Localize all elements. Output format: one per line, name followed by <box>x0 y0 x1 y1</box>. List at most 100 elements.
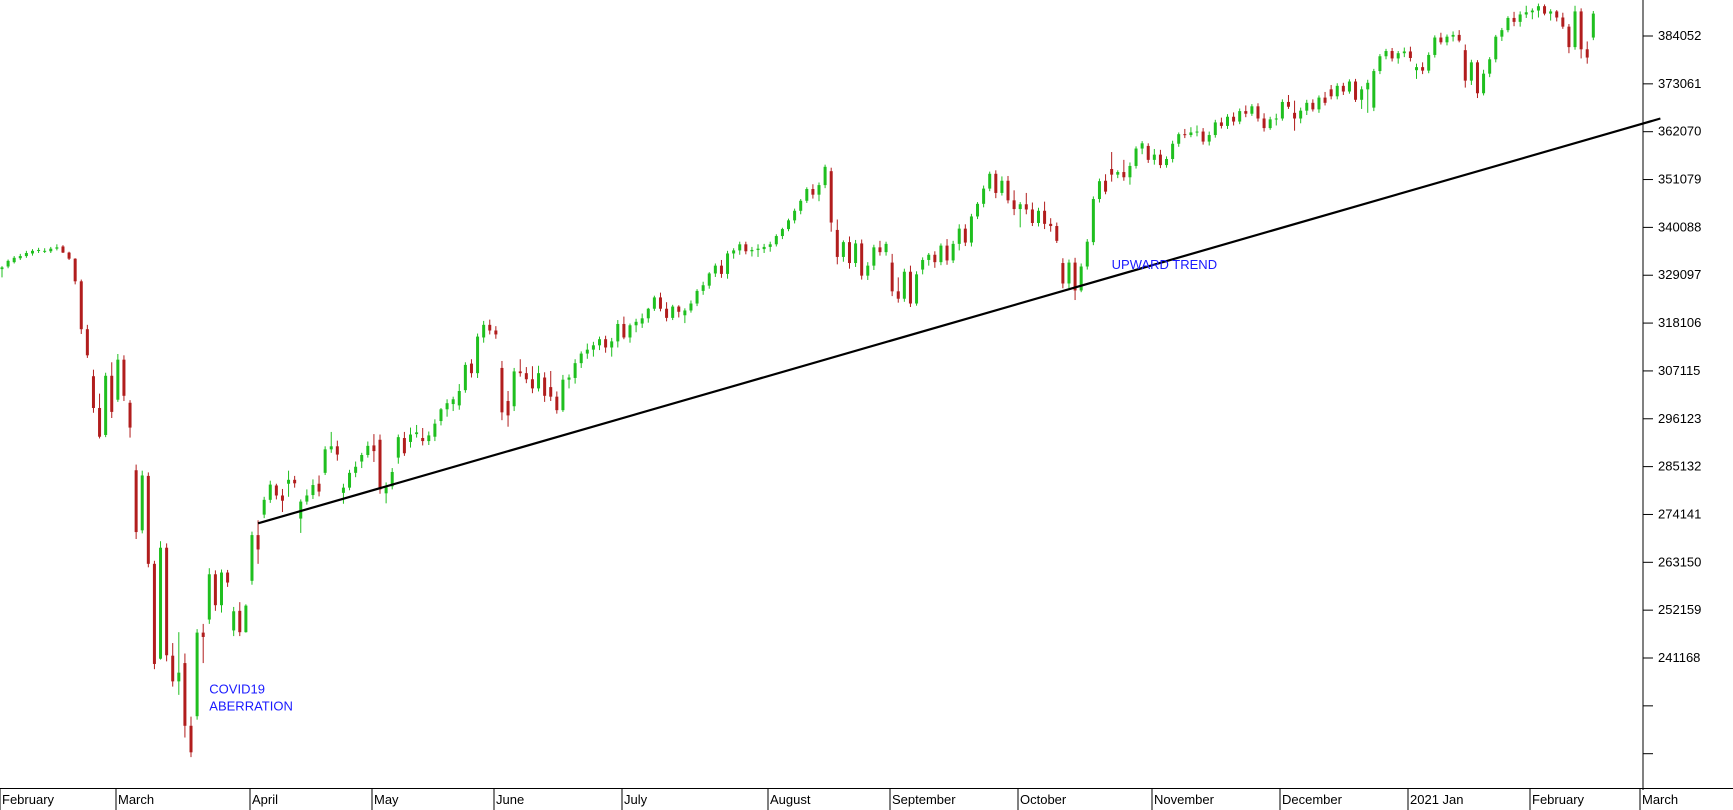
candle <box>732 248 736 259</box>
candle-body <box>762 246 766 250</box>
candle <box>98 393 102 439</box>
candle <box>598 336 602 351</box>
candle-body <box>1122 172 1126 178</box>
candle <box>1585 41 1589 64</box>
x-tick-label: September <box>892 792 956 807</box>
candle <box>872 244 876 270</box>
candle-body <box>598 339 602 346</box>
x-tick-label: August <box>770 792 811 807</box>
x-tick-label: June <box>496 792 524 807</box>
candle-body <box>1494 36 1498 60</box>
candle-body <box>988 173 992 189</box>
candle <box>348 469 352 491</box>
candle <box>1482 69 1486 96</box>
candle-body <box>1232 116 1236 122</box>
candle <box>1378 54 1382 75</box>
candle-body <box>1055 226 1059 241</box>
candle <box>805 187 809 203</box>
candle-body <box>957 228 961 244</box>
candle <box>421 428 425 446</box>
candle <box>1207 131 1211 146</box>
candle <box>689 300 693 313</box>
candle-body <box>1402 51 1406 54</box>
candle <box>1006 175 1010 204</box>
candle <box>1049 218 1053 232</box>
candle <box>622 316 626 340</box>
candle-body <box>171 655 175 682</box>
candle <box>854 239 858 267</box>
candle <box>122 355 126 402</box>
candle-body <box>1140 143 1144 149</box>
candle-body <box>1201 131 1205 142</box>
candle-body <box>652 297 656 309</box>
candle <box>1451 31 1455 42</box>
candle <box>1360 86 1364 109</box>
candle-body <box>628 325 632 338</box>
candle-body <box>1256 106 1260 119</box>
candle <box>1073 257 1077 301</box>
candle-body <box>1049 223 1053 227</box>
candle-body <box>1384 51 1388 57</box>
candle <box>1366 79 1370 113</box>
candle <box>293 475 297 488</box>
candle <box>567 374 571 389</box>
chart-annotation: COVID19 ABERRATION <box>209 682 293 714</box>
candle-body <box>524 373 528 380</box>
candle <box>1536 3 1540 18</box>
candle-body <box>841 242 845 257</box>
candle-body <box>1067 262 1071 284</box>
candle-body <box>1482 73 1486 94</box>
candle <box>652 295 656 311</box>
candle <box>530 366 534 394</box>
candle <box>976 202 980 220</box>
candle <box>24 250 28 258</box>
candle-body <box>1012 200 1016 210</box>
candle <box>1262 113 1266 132</box>
candle <box>921 257 925 275</box>
candle <box>1488 57 1492 78</box>
candle-body <box>195 632 199 717</box>
candle <box>1354 78 1358 102</box>
candle <box>1158 149 1162 169</box>
candle <box>1329 84 1333 100</box>
candle <box>1561 12 1565 29</box>
candle <box>1408 46 1412 62</box>
candle <box>1024 192 1028 215</box>
candle <box>1213 119 1217 138</box>
candle-body <box>61 246 65 253</box>
candle <box>201 623 205 664</box>
candle <box>6 259 10 269</box>
candle-body <box>1171 143 1175 159</box>
candle-body <box>1286 101 1290 107</box>
candle-body <box>872 247 876 266</box>
candle-body <box>12 257 16 263</box>
candle-body <box>1280 101 1284 119</box>
candle <box>134 464 138 540</box>
candle-body <box>1555 11 1559 18</box>
candle <box>915 271 919 306</box>
candle <box>1146 143 1150 163</box>
candle <box>30 249 34 256</box>
candle-body <box>1347 81 1351 92</box>
candle <box>49 246 53 254</box>
candle-body <box>396 437 400 458</box>
candle <box>1579 8 1583 59</box>
candle <box>768 241 772 252</box>
candle <box>195 629 199 720</box>
annotation-line: ABERRATION <box>209 699 293 714</box>
candle <box>658 292 662 312</box>
candle-body <box>421 438 425 442</box>
candle <box>439 407 443 426</box>
candle <box>1012 190 1016 216</box>
candle <box>1195 125 1199 137</box>
candle-body <box>1463 50 1467 81</box>
candle <box>604 335 608 353</box>
candle <box>1524 5 1528 18</box>
candle-body <box>232 611 236 631</box>
candle <box>1189 127 1193 138</box>
candle-body <box>207 574 211 620</box>
candle-body <box>268 484 272 500</box>
candle <box>189 716 193 758</box>
candle-body <box>707 273 711 286</box>
candle-body <box>134 470 138 533</box>
